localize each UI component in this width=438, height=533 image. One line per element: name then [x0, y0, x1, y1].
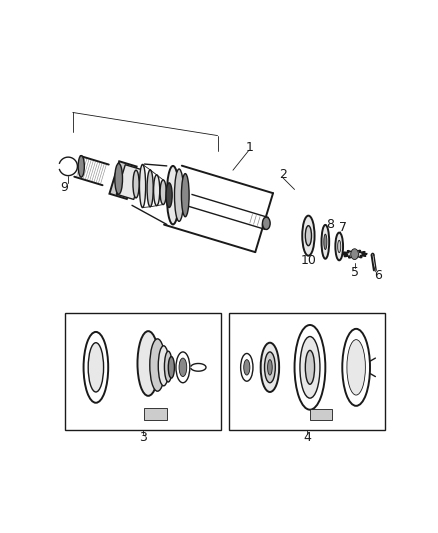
Ellipse shape [174, 169, 184, 221]
Ellipse shape [342, 329, 370, 406]
Text: 5: 5 [350, 266, 359, 279]
Ellipse shape [164, 351, 172, 382]
Ellipse shape [154, 175, 160, 206]
Ellipse shape [160, 180, 166, 205]
Ellipse shape [302, 216, 314, 256]
Text: 1: 1 [246, 141, 254, 154]
Ellipse shape [240, 353, 253, 381]
Ellipse shape [78, 156, 85, 177]
Bar [310, 409, 332, 421]
Text: 7: 7 [339, 222, 347, 235]
Polygon shape [342, 250, 367, 259]
Polygon shape [110, 161, 137, 199]
Ellipse shape [167, 166, 179, 224]
Text: 6: 6 [374, 269, 381, 282]
Ellipse shape [147, 170, 153, 207]
Ellipse shape [138, 331, 159, 396]
Ellipse shape [176, 352, 190, 383]
Ellipse shape [181, 174, 189, 217]
Ellipse shape [139, 165, 145, 207]
Ellipse shape [294, 325, 325, 410]
Ellipse shape [321, 225, 329, 259]
Ellipse shape [351, 249, 358, 260]
Ellipse shape [347, 340, 365, 395]
Ellipse shape [158, 346, 169, 386]
Bar [65, 313, 221, 430]
Text: 10: 10 [300, 254, 316, 267]
Text: 8: 8 [326, 217, 334, 231]
Ellipse shape [88, 343, 103, 392]
Ellipse shape [244, 360, 250, 375]
Ellipse shape [336, 232, 343, 260]
Ellipse shape [338, 240, 341, 253]
Ellipse shape [324, 234, 327, 249]
Ellipse shape [168, 357, 174, 378]
Text: 4: 4 [303, 431, 311, 444]
Text: 9: 9 [60, 181, 68, 195]
Ellipse shape [133, 170, 139, 198]
Ellipse shape [84, 332, 108, 403]
Text: 2: 2 [279, 167, 287, 181]
Polygon shape [117, 165, 143, 199]
Ellipse shape [261, 343, 279, 392]
Ellipse shape [305, 350, 314, 384]
Bar [229, 313, 385, 430]
Ellipse shape [262, 217, 270, 230]
Ellipse shape [268, 360, 272, 375]
Ellipse shape [179, 358, 187, 377]
Ellipse shape [265, 352, 276, 383]
Bar [145, 408, 167, 421]
Ellipse shape [115, 164, 123, 194]
Ellipse shape [166, 183, 172, 207]
Ellipse shape [305, 225, 311, 246]
Ellipse shape [150, 339, 165, 391]
Ellipse shape [300, 336, 320, 398]
Text: 3: 3 [139, 431, 147, 444]
